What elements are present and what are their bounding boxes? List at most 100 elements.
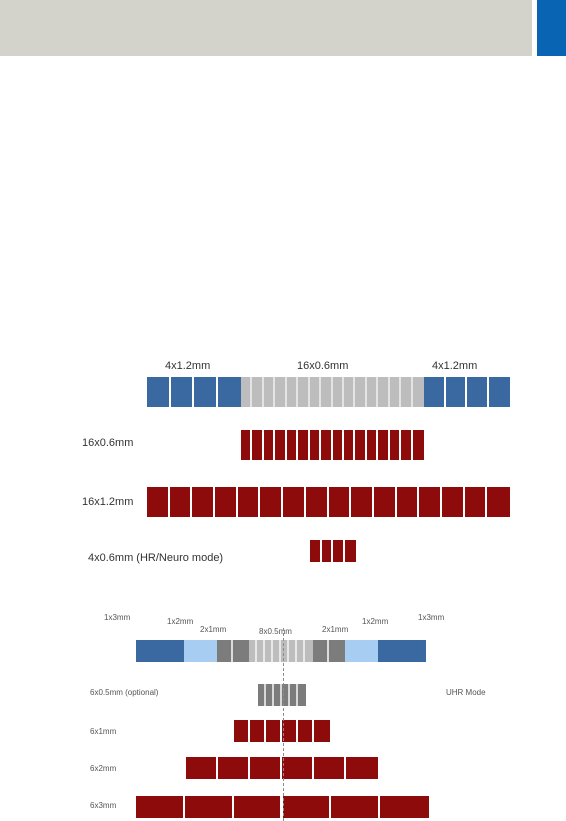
d1-label-right: 4x1.2mm (432, 360, 478, 372)
d2-label-8x0.5: 8x0.5mm (259, 627, 292, 636)
active-cell (346, 757, 378, 779)
active-cell (419, 487, 442, 517)
active-cell (321, 540, 333, 562)
active-cell (412, 430, 424, 460)
detector-cell (281, 640, 289, 662)
active-cell (215, 487, 238, 517)
d2-label-1x2-left: 1x2mm (167, 617, 194, 626)
d2-mode-label-3: 6x2mm (90, 764, 117, 773)
d2-label-1x2-right: 1x2mm (362, 617, 389, 626)
header-bar (0, 0, 532, 56)
detector-cell (467, 377, 489, 407)
active-cell (305, 487, 329, 517)
d2-label-2x1-left: 2x1mm (200, 625, 227, 634)
detector-cell (249, 640, 257, 662)
active-cell (266, 684, 274, 706)
detector-cell (184, 640, 217, 662)
active-cell (366, 430, 379, 460)
active-cell (274, 684, 282, 706)
active-cell (283, 487, 306, 517)
active-cell (237, 487, 261, 517)
active-cell (331, 796, 381, 818)
detector-cell (136, 640, 184, 662)
active-cell (373, 487, 397, 517)
active-cell (401, 430, 413, 460)
active-cell (333, 540, 345, 562)
detector-cell (378, 640, 426, 662)
active-cell (344, 540, 356, 562)
detector-cell (329, 640, 345, 662)
detector-cell (252, 377, 264, 407)
detector-cell (147, 377, 171, 407)
detector-cell (286, 377, 299, 407)
detector-cell (263, 377, 276, 407)
detector-cell (233, 640, 249, 662)
header-accent-tab (537, 0, 566, 56)
active-cell (252, 430, 264, 460)
active-cell (298, 430, 310, 460)
detector-cell (378, 377, 390, 407)
active-cell (250, 757, 282, 779)
active-cell (396, 487, 420, 517)
detector-cell (217, 377, 241, 407)
detector-cell (401, 377, 413, 407)
active-cell (169, 487, 193, 517)
d2-mode-label-4: 6x3mm (90, 801, 117, 810)
detector-cell (170, 377, 194, 407)
detector-cell (298, 377, 310, 407)
d2-side-label: UHR Mode (446, 688, 486, 697)
detector-cell (332, 377, 344, 407)
detector-cell (321, 377, 333, 407)
active-cell (147, 487, 170, 517)
d1-mode-label-2: 16x1.2mm (82, 496, 134, 508)
active-cell (351, 487, 374, 517)
active-cell (355, 430, 367, 460)
d2-mode-label-2: 6x1mm (90, 727, 117, 736)
d1-label-center: 16x0.6mm (297, 360, 349, 372)
detector-cell (289, 640, 297, 662)
d2-mode-label-1: 6x0.5mm (optional) (90, 688, 159, 697)
detector-cell (194, 377, 218, 407)
active-cell (389, 430, 402, 460)
detector-cell (297, 640, 305, 662)
active-cell (282, 684, 290, 706)
d1-label-left: 4x1.2mm (165, 360, 211, 372)
active-cell (263, 430, 276, 460)
active-cell (487, 487, 510, 517)
active-cell (314, 757, 346, 779)
active-cell (258, 684, 266, 706)
detector-cell (309, 377, 322, 407)
active-cell (241, 430, 253, 460)
active-cell (184, 796, 234, 818)
detector-cell (488, 377, 510, 407)
detector-cell (313, 640, 329, 662)
active-cell (234, 720, 250, 742)
active-cell (266, 720, 282, 742)
active-cell (441, 487, 465, 517)
detector-cell (275, 377, 287, 407)
active-cell (314, 720, 330, 742)
active-cell (192, 487, 216, 517)
active-cell (310, 540, 322, 562)
active-cell (321, 430, 333, 460)
active-cell (332, 430, 344, 460)
active-cell (260, 487, 284, 517)
active-cell (328, 487, 352, 517)
detector-cell (424, 377, 446, 407)
active-cell (298, 720, 314, 742)
active-cell (282, 796, 332, 818)
active-cell (186, 757, 218, 779)
active-cell (298, 684, 306, 706)
active-cell (309, 430, 322, 460)
detector-cell (389, 377, 402, 407)
center-axis-line (283, 628, 284, 821)
detector-cell (366, 377, 379, 407)
d1-mode-label-1: 16x0.6mm (82, 437, 134, 449)
active-cell (343, 430, 356, 460)
active-cell (218, 757, 250, 779)
detector-cell (445, 377, 467, 407)
active-cell (275, 430, 287, 460)
active-cell (286, 430, 299, 460)
detector-cell (345, 640, 378, 662)
d2-label-2x1-right: 2x1mm (322, 625, 349, 634)
